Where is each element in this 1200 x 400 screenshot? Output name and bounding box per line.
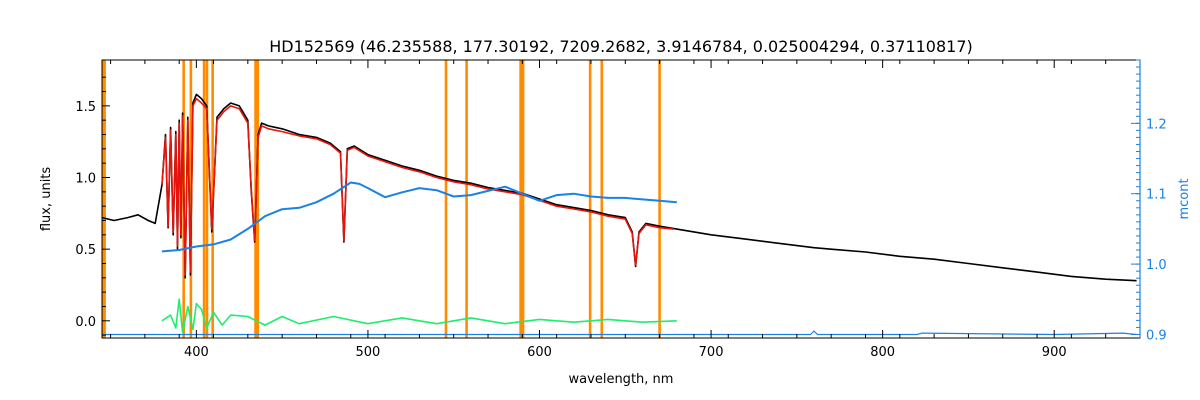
x-tick-label: 600 [527,345,552,360]
y2-tick-label: 1.1 [1146,188,1167,203]
y-tick-label: 0.0 [75,315,96,330]
x-tick-label: 500 [356,345,381,360]
series-line-residual [161,298,677,334]
y-tick-label: 1.5 [75,100,96,115]
y2-axis-label: mcont [1177,178,1192,219]
y2-tick-label: 0.9 [1146,328,1167,343]
y2-tick-label: 1.2 [1146,117,1167,132]
series-line-model [161,97,674,276]
series-line-weights [102,330,1137,336]
y-axis-label: flux, units [39,167,54,232]
chart-title: HD152569 (46.235588, 177.30192, 7209.268… [269,37,973,56]
series-group [101,93,1137,336]
x-tick-label: 400 [184,345,209,360]
x-tick-label: 700 [699,345,724,360]
x-axis-label: wavelength, nm [569,372,674,387]
axes-group: 400 500 600 700 800 900 0.0 0.5 1.0 1.5 0.9 1.0 1.1 1… [75,59,1167,360]
series-line-continuum [161,181,677,253]
y-tick-label: 1.0 [75,172,96,187]
y-tick-label: 0.5 [75,243,96,258]
y2-tick-label: 1.0 [1146,258,1167,273]
x-tick-label: 900 [1042,345,1067,360]
x-tick-label: 800 [870,345,895,360]
